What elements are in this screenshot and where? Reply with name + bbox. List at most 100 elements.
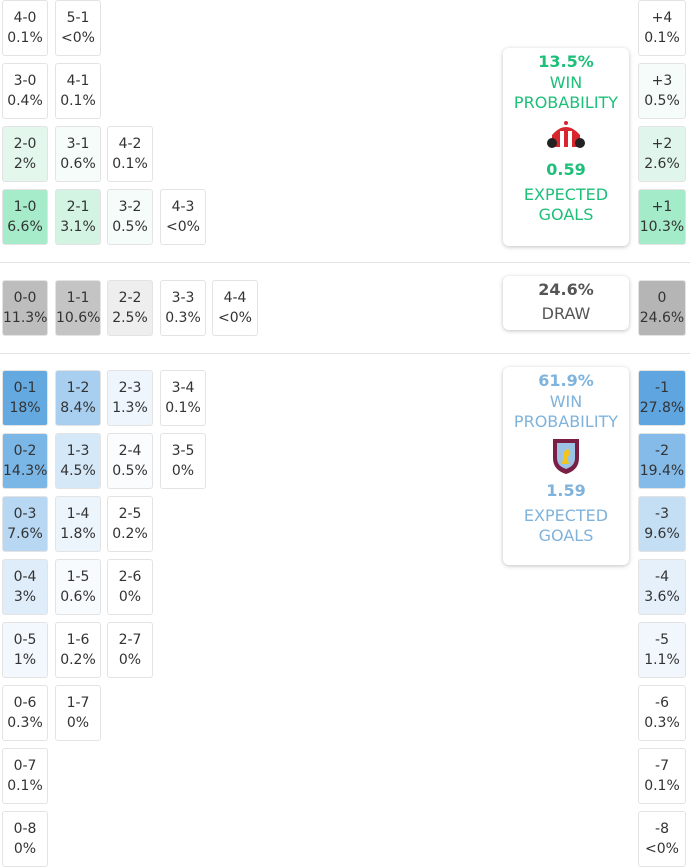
probability: 8.4% <box>60 400 96 416</box>
score: 0 <box>657 290 667 306</box>
probability: 0.3% <box>165 310 201 326</box>
score-cell: 0-2 14.3% <box>2 433 48 489</box>
draw-card: 24.6% DRAW <box>503 276 629 330</box>
score: 1-1 <box>66 290 90 306</box>
score: 0-0 <box>13 290 37 306</box>
score-cell: 0-8 0% <box>2 811 48 867</box>
goal-diff-cell: -2 19.4% <box>638 433 686 489</box>
score: 5-1 <box>66 10 90 26</box>
goal-diff-cell: 0 24.6% <box>638 280 686 336</box>
score: 1-7 <box>66 695 90 711</box>
score: -4 <box>655 569 669 585</box>
draw-prob: 24.6% <box>538 280 594 299</box>
probability: 9.6% <box>644 526 680 542</box>
probability: 0.1% <box>60 93 96 109</box>
score-cell: 4-2 0.1% <box>107 126 153 182</box>
probability: 2% <box>13 156 37 172</box>
score: 1-4 <box>66 506 90 522</box>
score: 2-2 <box>118 290 142 306</box>
score: 3-1 <box>66 136 90 152</box>
score-cell: 1-4 1.8% <box>55 496 101 552</box>
probability: 10.6% <box>56 310 101 326</box>
probability: 0% <box>118 652 142 668</box>
score-cell: 0-7 0.1% <box>2 748 48 804</box>
away-xg: 1.59 <box>546 481 586 500</box>
probability: 0.6% <box>60 156 96 172</box>
goal-diff-cell: +3 0.5% <box>638 63 686 119</box>
away-xg-label: EXPECTED GOALS <box>523 506 609 545</box>
goal-diff-cell: +1 10.3% <box>638 189 686 245</box>
probability: 14.3% <box>3 463 48 479</box>
score-cell: 3-4 0.1% <box>160 370 206 426</box>
score: 1-2 <box>66 380 90 396</box>
score-cell: 2-6 0% <box>107 559 153 615</box>
goal-diff-cell: -7 0.1% <box>638 748 686 804</box>
score: 4-3 <box>171 199 195 215</box>
home-xg-label: EXPECTED GOALS <box>523 185 609 224</box>
probability: <0% <box>645 841 679 857</box>
score-cell: 0-3 7.6% <box>2 496 48 552</box>
goal-diff-cell: -1 27.8% <box>638 370 686 426</box>
score: 4-4 <box>223 290 247 306</box>
score-cell: 3-5 0% <box>160 433 206 489</box>
score: 3-2 <box>118 199 142 215</box>
probability: 3.1% <box>60 219 96 235</box>
away-win-label: WIN PROBABILITY <box>513 392 619 431</box>
score-cell: 0-0 11.3% <box>2 280 48 336</box>
probability: 0.2% <box>112 526 148 542</box>
score: -3 <box>655 506 669 522</box>
score: 0-4 <box>13 569 37 585</box>
score: +2 <box>651 136 673 152</box>
probability: 0.1% <box>644 30 680 46</box>
score-cell: 1-6 0.2% <box>55 622 101 678</box>
score: 2-5 <box>118 506 142 522</box>
probability: 19.4% <box>639 463 685 479</box>
probability: 2.5% <box>112 310 148 326</box>
probability: 0.5% <box>112 219 148 235</box>
probability: 4.5% <box>60 463 96 479</box>
goal-diff-cell: -3 9.6% <box>638 496 686 552</box>
score: +3 <box>651 73 673 89</box>
score: 2-7 <box>118 632 142 648</box>
probability: 0% <box>13 841 37 857</box>
score: -8 <box>655 821 669 837</box>
score: 3-3 <box>171 290 195 306</box>
goal-diff-cell: +2 2.6% <box>638 126 686 182</box>
score: 1-3 <box>66 443 90 459</box>
probability: 0.5% <box>112 463 148 479</box>
score: -1 <box>655 380 669 396</box>
score-cell: 1-3 4.5% <box>55 433 101 489</box>
probability: 3% <box>13 589 37 605</box>
goal-diff-cell: +4 0.1% <box>638 0 686 56</box>
score-cell: 4-3 <0% <box>160 189 206 245</box>
score: -6 <box>655 695 669 711</box>
score-cell: 3-1 0.6% <box>55 126 101 182</box>
draw-label: DRAW <box>541 304 591 323</box>
score-cell: 1-2 8.4% <box>55 370 101 426</box>
probability: 1.3% <box>112 400 148 416</box>
score-cell: 3-0 0.4% <box>2 63 48 119</box>
probability: 1.1% <box>644 652 680 668</box>
goal-diff-cell: -8 <0% <box>638 811 686 867</box>
probability: 0.6% <box>60 589 96 605</box>
score: 2-3 <box>118 380 142 396</box>
score-cell: 2-2 2.5% <box>107 280 153 336</box>
score-cell: 0-4 3% <box>2 559 48 615</box>
separator <box>0 353 690 354</box>
score-cell: 0-6 0.3% <box>2 685 48 741</box>
probability: 0.3% <box>644 715 680 731</box>
score: 0-7 <box>13 758 37 774</box>
score-cell: 4-1 0.1% <box>55 63 101 119</box>
score-cell: 2-1 3.1% <box>55 189 101 245</box>
probability: 27.8% <box>639 400 685 416</box>
score: 1-0 <box>13 199 37 215</box>
score: +4 <box>651 10 673 26</box>
goal-diff-cell: -6 0.3% <box>638 685 686 741</box>
probability: <0% <box>218 310 252 326</box>
score: 4-0 <box>13 10 37 26</box>
score: +1 <box>651 199 673 215</box>
score-cell: 5-1 <0% <box>55 0 101 56</box>
home-win-prob: 13.5% <box>538 52 594 71</box>
score-cell: 4-4 <0% <box>212 280 258 336</box>
score: 0-5 <box>13 632 37 648</box>
